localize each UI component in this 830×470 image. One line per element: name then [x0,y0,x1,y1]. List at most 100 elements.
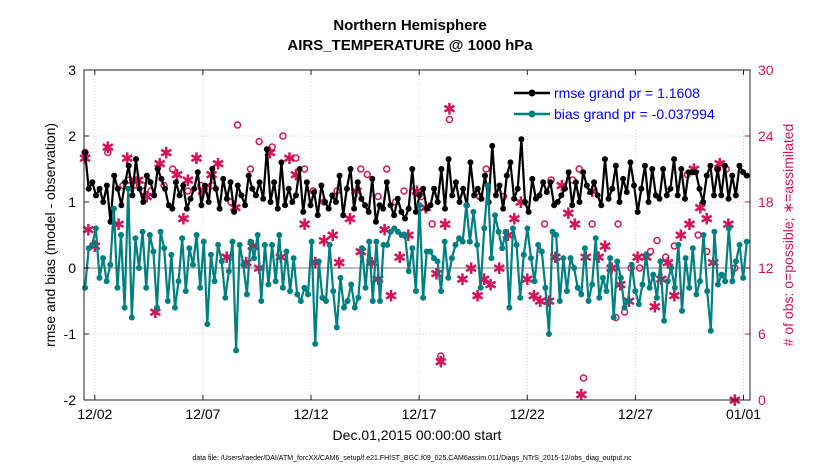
rmse-point [372,218,379,225]
obs-assimilated-marker: ✱ [471,287,484,306]
bias-point [200,238,207,245]
bias-point [524,225,531,232]
rmse-point [583,182,590,189]
obs-assimilated-marker: ✱ [674,226,687,245]
rmse-point [351,205,358,212]
bias-point [581,245,588,252]
bias-point [143,284,150,291]
bias-point [373,238,380,245]
obs-possible-marker [646,247,655,256]
obs-possible-marker [168,165,177,173]
bias-point [139,228,146,235]
bias-point [697,278,704,285]
bias-point [506,304,513,311]
plot-frame [83,69,751,401]
rmse-point [391,212,398,219]
x-tick-label: 12/12 [294,406,329,422]
bias-point [405,268,412,275]
bias-point [204,321,211,328]
bias-point [215,241,222,248]
rmse-point [256,179,263,186]
x-tick-label: 12/17 [402,406,437,422]
y-right-tick-label: 24 [758,128,774,144]
obs-possible-marker [653,236,661,245]
bias-point [384,241,391,248]
bias-point [438,288,445,295]
bias-point [427,248,434,255]
bias-point [225,268,232,275]
rmse-point [125,162,132,169]
rmse-point [140,199,147,205]
obs-possible-marker [579,374,588,382]
bias-point [599,274,606,281]
bias-point [563,288,570,295]
rmse-point [456,199,463,205]
bias-point [535,241,542,248]
legend-rmse-label: rmse grand pr = 1.1608 [554,85,700,101]
rmse-point [89,179,96,186]
obs-assimilated-marker: ✱ [393,248,406,267]
bias-point [434,258,441,265]
x-tick-label: 01/01 [726,406,761,422]
rmse-point [311,189,318,196]
y-right-tick-label: 6 [758,326,766,342]
obs-assimilated-marker: ✱ [283,149,296,168]
bias-point [366,238,373,245]
rmse-point [114,185,121,192]
bias-point [621,304,628,311]
obs-possible-marker [233,121,242,129]
bias-point [553,232,560,238]
rmse-point [649,166,656,172]
bias-point [193,232,200,238]
rmse-point [609,185,616,192]
bias-point [592,235,599,242]
bias-point [402,232,409,238]
bias-point [416,202,423,209]
rmse-point [340,212,347,219]
rmse-point [394,195,401,202]
bias-point [725,225,732,232]
bias-point [740,274,747,281]
rmse-point [492,192,499,199]
rmse-point [205,199,212,205]
bias-point [628,261,635,268]
bias-point [589,281,596,288]
bias-point [513,241,520,248]
rmse-point [325,205,332,212]
bias-point [89,241,96,248]
y-right-tick-label: 18 [758,194,774,210]
rmse-point [467,159,474,166]
obs-assimilated-marker: ✱ [648,298,661,317]
rmse-point [383,179,390,186]
rmse-point [681,195,688,202]
bias-point [445,274,452,281]
rmse-point [336,172,343,179]
rmse-point [387,202,394,209]
obs-possible-marker [437,352,445,360]
rmse-point [576,199,583,205]
data-file-footnote: data file: /Users/raeder/DAI/ATM_forcXX/… [192,455,632,462]
obs-assimilated-marker: ✱ [434,353,447,372]
rmse-point [412,208,419,215]
bias-point [136,265,143,271]
rmse-point [478,195,485,202]
bias-point [452,241,459,248]
bias-point [700,232,707,238]
rmse-point [180,182,187,189]
rmse-point [427,202,434,209]
rmse-point [511,195,518,202]
rmse-point [605,195,612,202]
bias-point [704,288,711,295]
rmse-point [245,172,252,179]
obs-possible-marker [575,165,583,173]
rmse-point [445,156,452,163]
obs-possible-marker [227,198,235,206]
obs-possible-marker [445,115,454,124]
obs-assimilated-marker: ✱ [683,215,696,234]
bias-point [290,255,297,262]
rmse-point [660,166,667,172]
bias-point [517,294,524,301]
bias-point [492,212,499,219]
bias-point [189,261,196,268]
bias-point [499,245,506,252]
